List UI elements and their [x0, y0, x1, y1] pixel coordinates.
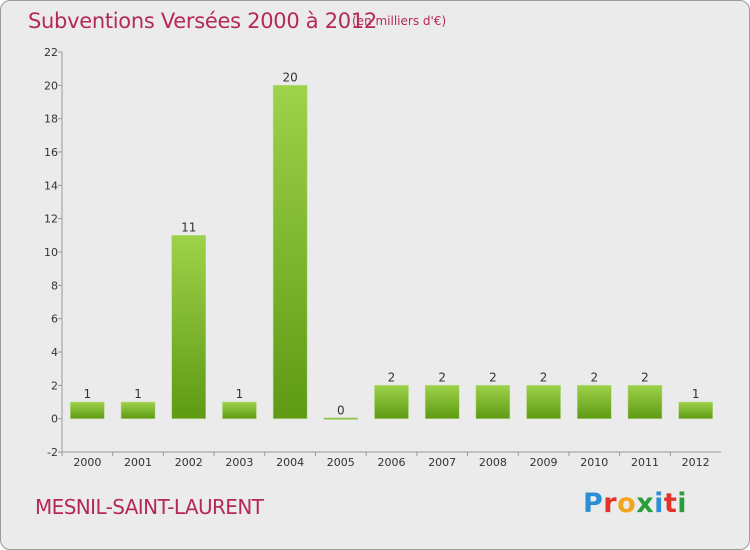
x-tick-label: 2003: [225, 456, 253, 469]
y-tick-label: 12: [44, 213, 58, 226]
bar: [627, 385, 663, 419]
bar: [120, 401, 156, 419]
y-tick-label: 10: [44, 246, 58, 259]
bar: [374, 385, 409, 419]
y-tick-label: 6: [51, 313, 58, 326]
y-tick-label: 0: [51, 413, 58, 426]
bar: [70, 401, 105, 419]
y-tick-label: 22: [44, 46, 58, 59]
bar: [323, 417, 359, 420]
x-tick-label: 2002: [175, 456, 203, 469]
y-tick-label: 8: [51, 279, 58, 292]
x-tick-label: 2006: [378, 456, 406, 469]
x-tick-label: 2011: [631, 456, 659, 469]
logo-letter: i: [677, 488, 688, 519]
x-tick-label: 2012: [682, 456, 710, 469]
logo-letter: P: [583, 488, 604, 519]
data-label: 20: [282, 70, 297, 84]
x-tick-label: 2009: [530, 456, 558, 469]
y-tick-label: 4: [51, 346, 58, 359]
logo-letter: x: [636, 488, 655, 519]
bars: [70, 85, 713, 420]
x-tick-label: 2007: [428, 456, 456, 469]
data-label: 2: [641, 370, 649, 384]
bar: [272, 85, 308, 419]
commune-name: MESNIL-SAINT-LAURENT: [35, 495, 264, 519]
y-tick-label: 14: [44, 179, 58, 192]
y-tick-label: 2: [51, 379, 58, 392]
x-tick-label: 2008: [479, 456, 507, 469]
bar: [424, 385, 460, 419]
data-label: 2: [540, 370, 548, 384]
bar: [577, 385, 612, 419]
data-label: 1: [134, 387, 142, 401]
data-label: 0: [337, 404, 345, 418]
bar: [678, 401, 713, 419]
bar: [475, 385, 511, 419]
data-label: 1: [236, 387, 244, 401]
bar: [222, 401, 257, 419]
data-label: 2: [489, 370, 497, 384]
logo-letter: t: [663, 488, 678, 519]
y-tick-label: -2: [47, 446, 58, 459]
data-label: 2: [590, 370, 598, 384]
chart-subtitle: (en milliers d'€): [352, 14, 447, 28]
data-label: 2: [438, 370, 446, 384]
x-tick-label: 2001: [124, 456, 152, 469]
data-label: 1: [84, 387, 92, 401]
data-label: 1: [692, 387, 700, 401]
logo-letter: o: [617, 488, 637, 519]
bar: [526, 385, 561, 419]
data-label: 2: [388, 370, 396, 384]
x-tick-label: 2000: [73, 456, 101, 469]
proxiti-logo[interactable]: Proxiti: [583, 488, 687, 519]
x-tick-label: 2005: [327, 456, 355, 469]
bar: [171, 235, 206, 419]
data-label: 11: [181, 220, 196, 234]
x-tick-label: 2010: [580, 456, 608, 469]
logo-letter: r: [603, 488, 618, 519]
chart-title: Subventions Versées 2000 à 2012: [28, 9, 377, 33]
logo-letter: i: [654, 488, 664, 519]
y-tick-label: 16: [44, 146, 58, 159]
y-tick-label: 18: [44, 113, 58, 126]
y-tick-label: 20: [44, 79, 58, 92]
x-tick-label: 2004: [276, 456, 304, 469]
